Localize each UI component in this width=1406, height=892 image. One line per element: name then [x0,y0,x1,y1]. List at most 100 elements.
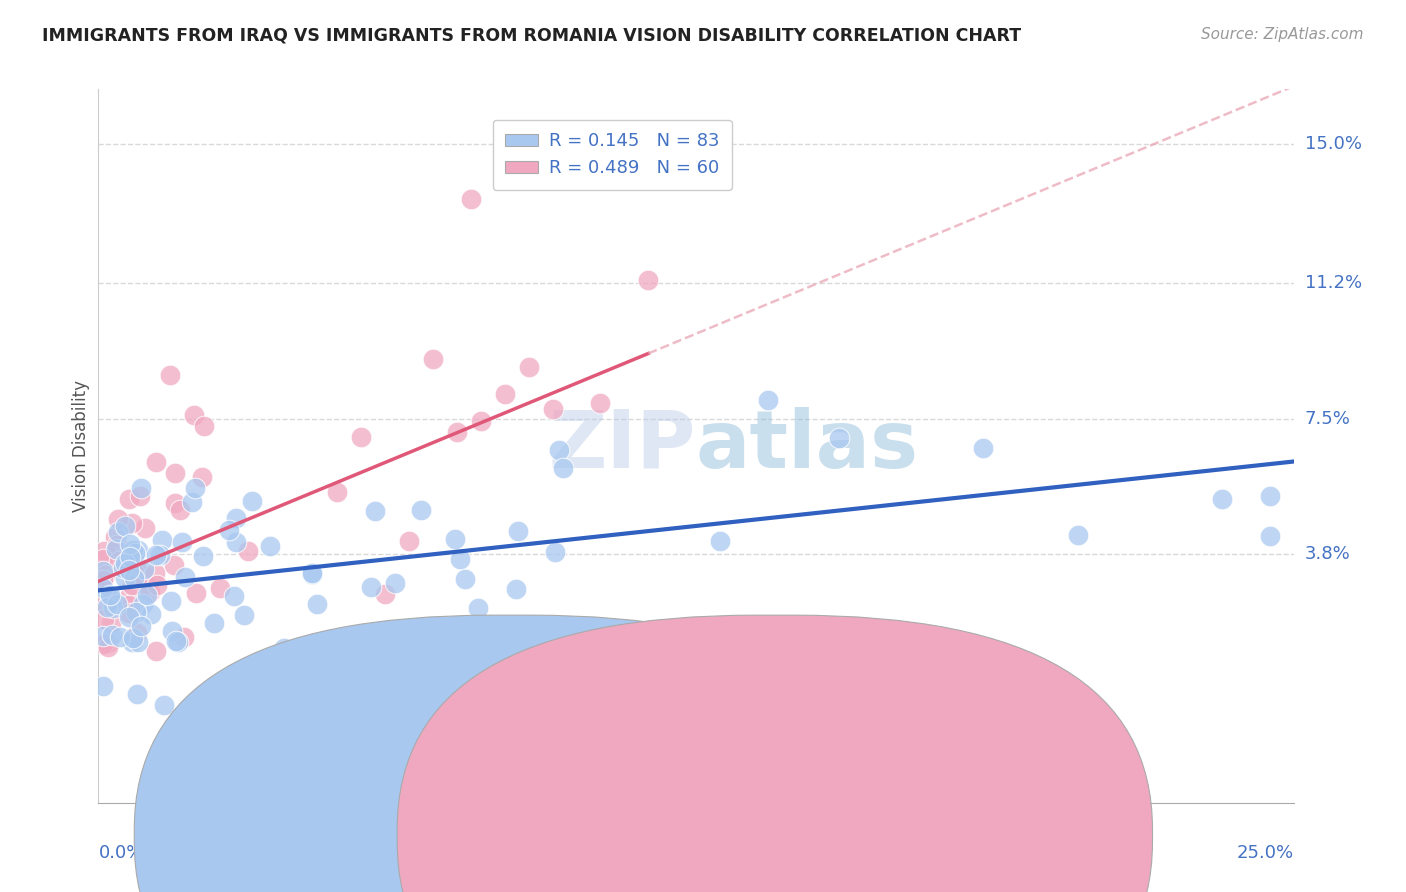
Text: Immigrants from Iraq: Immigrants from Iraq [538,827,730,845]
Point [160,624,183,639]
Point [129,481,152,495]
Point [637,272,659,286]
Point [145,548,167,562]
Point [117,599,139,613]
Point [225,510,247,524]
Point [384,576,406,591]
Point [98,588,121,602]
Point [118,537,141,551]
Point [446,425,468,439]
Point [107,512,129,526]
Point [105,542,128,557]
Point [202,616,225,631]
FancyBboxPatch shape [398,615,1153,892]
Point [454,572,477,586]
Point [121,578,143,592]
Point [470,414,492,428]
Point [129,619,152,633]
Point [326,485,349,500]
Point [240,493,263,508]
Point [159,368,181,382]
Point [91,598,114,612]
Text: 25.0%: 25.0% [1236,845,1294,863]
Point [118,590,141,604]
Point [100,615,122,630]
Point [134,569,156,583]
Point [1258,529,1281,543]
Point [1067,528,1090,542]
Point [218,523,240,537]
Point [125,626,148,640]
Point [149,548,172,562]
Point [103,601,125,615]
Point [135,577,157,591]
Text: 3.8%: 3.8% [1305,545,1350,563]
Point [449,551,471,566]
Point [94,568,117,582]
Point [93,611,115,625]
Point [101,592,124,607]
Point [96,599,118,614]
Point [828,431,851,445]
Point [301,566,323,580]
Point [91,637,114,651]
Point [122,564,145,578]
Point [150,533,173,547]
FancyBboxPatch shape [135,615,890,892]
Point [183,481,205,495]
Point [146,578,169,592]
Point [132,597,155,611]
Point [163,496,186,510]
Point [208,581,231,595]
Point [100,628,122,642]
Point [112,561,135,575]
Point [121,516,143,530]
Point [363,503,385,517]
Point [108,554,131,568]
Point [103,530,125,544]
Point [118,610,141,624]
Point [191,470,214,484]
Y-axis label: Vision Disability: Vision Disability [72,380,90,512]
Point [517,360,540,375]
Point [174,570,197,584]
Point [122,543,145,558]
Text: Immigrants from Romania: Immigrants from Romania [801,827,1036,845]
Point [193,418,215,433]
Text: atlas: atlas [696,407,920,485]
Point [398,533,420,548]
Point [589,396,612,410]
Point [118,606,141,620]
Point [122,571,145,585]
Point [107,524,129,539]
Point [224,589,246,603]
Text: 11.2%: 11.2% [1305,274,1362,293]
Point [167,635,190,649]
Text: Source: ZipAtlas.com: Source: ZipAtlas.com [1201,27,1364,42]
Point [127,687,149,701]
Point [125,557,148,571]
Point [301,566,323,581]
Point [122,631,145,645]
Point [114,571,136,585]
Point [105,538,128,552]
Point [1211,491,1233,506]
Point [467,601,489,615]
Point [225,534,247,549]
Point [186,586,208,600]
Point [143,566,166,580]
Point [139,585,162,599]
Text: 15.0%: 15.0% [1305,135,1361,153]
Point [460,192,482,206]
Point [129,489,152,503]
Point [494,386,516,401]
Point [191,549,214,563]
Point [508,524,530,538]
Point [152,698,174,713]
Point [114,519,136,533]
Point [122,566,145,580]
Point [108,630,131,644]
Point [446,766,468,780]
Point [97,640,120,654]
Point [350,430,373,444]
